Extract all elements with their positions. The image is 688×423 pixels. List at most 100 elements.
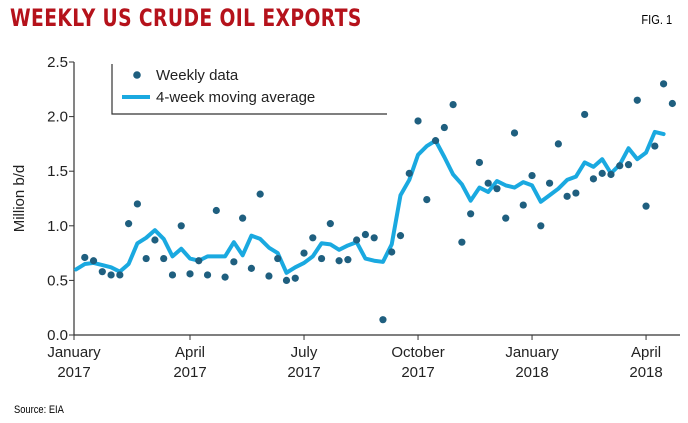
weekly-data-point: [353, 236, 361, 244]
weekly-data-point: [230, 258, 238, 266]
weekly-data-point: [81, 253, 89, 262]
weekly-data-point: [107, 271, 115, 279]
weekly-data-point: [309, 234, 317, 242]
weekly-data-point: [212, 206, 220, 215]
weekly-data-point: [642, 202, 650, 210]
weekly-data-point: [572, 189, 580, 197]
x-tick-label-month: January: [47, 344, 101, 361]
weekly-data-point: [405, 169, 413, 177]
source-note: Source: EIA: [14, 404, 64, 416]
weekly-data-point: [633, 96, 641, 104]
weekly-data-point: [449, 100, 457, 109]
x-tick-label-month: April: [175, 344, 205, 361]
x-tick-label-year: 2017: [173, 364, 206, 381]
weekly-data-point: [467, 210, 475, 218]
y-tick-labels: 0.0 0.5 1.0 1.5 2.0 2.5: [47, 54, 74, 344]
weekly-data-point: [221, 273, 229, 281]
x-tick-labels: January 2017 April 2017 July 2017 October 2017 J…: [47, 335, 663, 381]
y-tick-label: 0.0: [47, 327, 68, 344]
series-moving-average: [74, 129, 666, 275]
y-tick-label: 0.5: [47, 272, 68, 289]
moving-average-line: [74, 129, 666, 275]
weekly-data-point: [151, 236, 159, 244]
y-tick-label: 1.0: [47, 218, 68, 235]
weekly-data-point: [125, 220, 133, 228]
weekly-data-point: [581, 110, 589, 119]
weekly-data-point: [116, 271, 124, 279]
weekly-data-point: [282, 276, 291, 284]
x-tick-label-year: 2017: [401, 364, 434, 381]
weekly-data-point: [414, 117, 422, 125]
weekly-data-point: [458, 238, 466, 246]
weekly-data-point: [651, 142, 659, 150]
weekly-data-point: [616, 162, 624, 170]
legend-line-label: 4-week moving average: [156, 89, 315, 106]
weekly-data-point: [344, 256, 352, 264]
weekly-data-point: [89, 257, 98, 265]
weekly-data-point: [265, 272, 273, 280]
weekly-data-point: [98, 268, 106, 276]
weekly-data-point: [133, 200, 141, 208]
weekly-data-point: [186, 270, 194, 278]
weekly-data-point: [317, 254, 326, 263]
legend-scatter-label: Weekly data: [156, 67, 239, 84]
weekly-data-point: [300, 249, 308, 257]
y-tick-label: 2.5: [47, 54, 68, 71]
weekly-data-point: [396, 232, 405, 240]
weekly-data-point: [510, 129, 519, 137]
weekly-data-point: [537, 222, 545, 230]
chart-title: WEEKLY US CRUDE OIL EXPORTS: [10, 4, 362, 32]
x-tick-label-month: October: [391, 344, 444, 361]
weekly-data-point: [431, 137, 440, 145]
weekly-data-point: [379, 316, 387, 324]
weekly-data-point: [493, 185, 501, 193]
x-tick-label-year: 2018: [629, 364, 662, 381]
weekly-data-point: [528, 171, 536, 180]
weekly-data-point: [247, 264, 255, 272]
y-tick-label: 1.5: [47, 163, 68, 180]
weekly-data-point: [388, 248, 396, 256]
weekly-data-point: [274, 254, 282, 263]
y-tick-label: 2.0: [47, 109, 68, 126]
weekly-data-point: [291, 274, 299, 282]
legend-scatter-marker: [133, 71, 141, 79]
weekly-data-point: [177, 222, 185, 230]
weekly-data-point: [589, 175, 598, 183]
figure-label: FIG. 1: [641, 12, 672, 27]
weekly-data-point: [256, 190, 264, 198]
weekly-data-point: [475, 158, 484, 167]
weekly-data-point: [142, 254, 150, 263]
weekly-data-point: [195, 257, 203, 265]
weekly-data-point: [160, 254, 168, 263]
weekly-data-point: [423, 195, 431, 204]
weekly-data-point: [335, 257, 343, 265]
weekly-data-point: [361, 230, 370, 239]
legend-box: [111, 64, 387, 115]
weekly-data-point: [370, 234, 378, 242]
weekly-data-point: [239, 214, 247, 222]
y-axis-label: Million b/d: [11, 165, 28, 233]
x-tick-label-year: 2017: [57, 364, 90, 381]
weekly-data-point: [563, 192, 571, 200]
x-tick-label-year: 2017: [287, 364, 320, 381]
weekly-data-point: [545, 179, 554, 187]
x-tick-label-month: July: [291, 344, 318, 361]
weekly-data-point: [668, 99, 676, 108]
weekly-data-point: [554, 140, 562, 148]
legend: Weekly data 4-week moving average: [111, 64, 387, 115]
axes: [73, 62, 680, 336]
x-tick-label-month: April: [631, 344, 661, 361]
weekly-data-point: [607, 170, 615, 179]
weekly-data-point: [484, 179, 492, 187]
weekly-data-point: [203, 271, 212, 279]
x-tick-label-year: 2018: [515, 364, 548, 381]
weekly-data-point: [168, 271, 177, 279]
series-weekly-data: [81, 80, 676, 324]
weekly-data-point: [519, 201, 527, 209]
weekly-data-point: [502, 214, 510, 222]
weekly-data-point: [326, 220, 334, 228]
weekly-data-point: [598, 169, 606, 177]
weekly-data-point: [440, 123, 448, 132]
weekly-data-point: [624, 161, 633, 169]
